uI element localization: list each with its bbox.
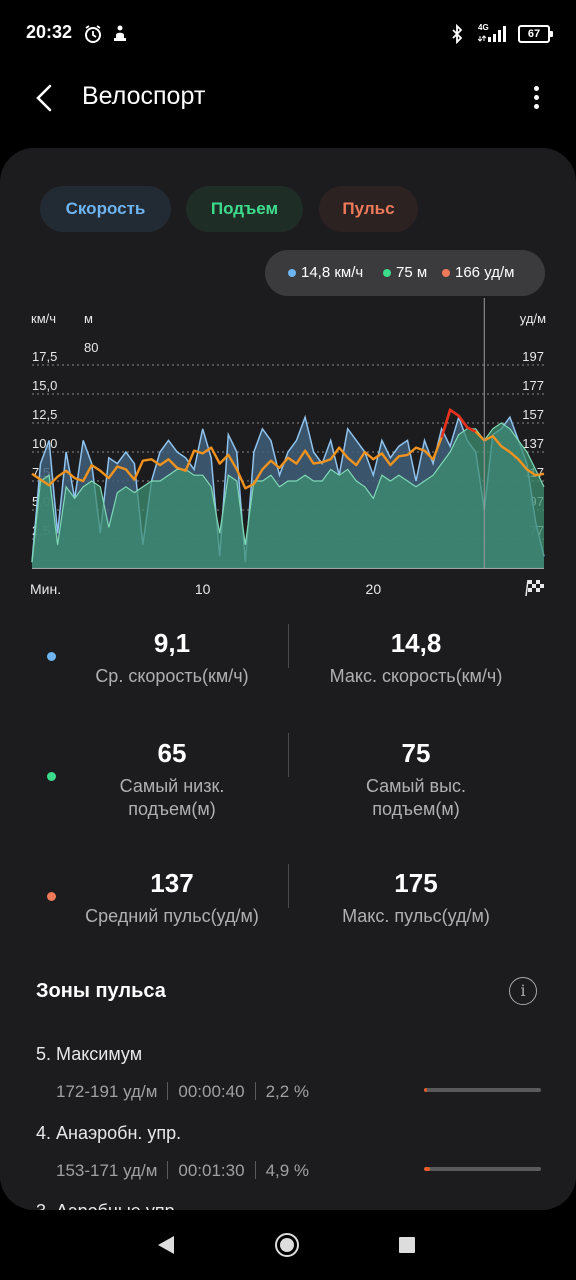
elevation-dot — [383, 269, 391, 278]
chip-heart-rate[interactable]: Пульс — [319, 186, 418, 232]
x-tick-label: Мин. — [30, 581, 61, 597]
tooltip-speed: 14,8 км/ч — [301, 264, 364, 281]
max-speed-value: 14,8 — [390, 628, 442, 658]
elevation-tick: 80 — [84, 340, 99, 355]
workout-chart[interactable]: км/ч м уд/м 80 17,5 197 15,0 177 12,5 157 10,0… — [0, 298, 576, 608]
zone-4-name: 4. Анаэробн. упр. — [36, 1123, 182, 1143]
chart-tooltip: 14,8 км/ч 75 м 166 уд/м — [265, 250, 545, 296]
max-elevation-label: Самый выс. подъем(м) — [365, 776, 467, 819]
info-icon[interactable]: i — [509, 977, 537, 1005]
hr-zones-title: Зоны пульса — [36, 980, 166, 1002]
system-nav-bar — [0, 1210, 576, 1280]
flag-cell — [540, 588, 544, 592]
flag-cell — [528, 588, 532, 592]
zone-5-fill — [424, 1088, 427, 1092]
finish-flag-icon — [525, 579, 544, 597]
hr-dot — [442, 269, 450, 278]
fitness-app-icon — [114, 25, 126, 41]
chart-plot: 17,519715,017712,515710,01377,51175,0972… — [30, 298, 545, 597]
workout-details-card: Скорость Подъем Пульс 14,8 км/ч 75 м 166… — [0, 148, 576, 1210]
avg-hr-label: Средний пульс(уд/м) — [85, 906, 259, 926]
signal-icon — [478, 26, 506, 42]
max-elevation-value: 75 — [401, 738, 431, 768]
tooltip-hr-item: 166 уд/м — [442, 264, 514, 281]
flag-pole — [525, 579, 529, 597]
divider — [288, 733, 289, 777]
zone-5-details: 172-191 уд/м 00:00:40 2,2 % — [56, 1082, 310, 1101]
elevation-area — [32, 423, 544, 568]
hr-unit-label: уд/м — [519, 311, 546, 326]
hr-tick-label: 177 — [522, 378, 544, 393]
zone-4-fill — [424, 1167, 430, 1171]
flag-cell — [536, 588, 540, 592]
divider — [288, 864, 289, 908]
max-hr-value: 175 — [394, 868, 438, 898]
nav-recents-icon[interactable] — [399, 1237, 415, 1253]
network-type: 4G — [478, 23, 489, 32]
x-tick-label: 20 — [366, 581, 382, 597]
status-time: 20:32 — [26, 22, 73, 42]
zone-5-progress — [424, 1088, 541, 1092]
avg-speed-value: 9,1 — [153, 628, 191, 658]
flag-cell — [540, 584, 544, 588]
speed-tick-label: 12,5 — [32, 407, 57, 422]
speed-dot — [288, 269, 296, 278]
max-hr-stat: 175 Макс. пульс(уд/м) — [286, 868, 546, 928]
flag-cell — [528, 580, 532, 584]
max-hr-label: Макс. пульс(уд/м) — [342, 906, 490, 926]
nav-home-icon[interactable] — [275, 1233, 299, 1257]
app-bar: Велоспорт — [0, 68, 576, 128]
divider — [288, 624, 289, 668]
nav-back-icon[interactable] — [158, 1236, 174, 1254]
avg-hr-stat: 137 Средний пульс(уд/м) — [42, 868, 302, 928]
alarm-icon — [85, 25, 101, 43]
elevation-line — [31, 422, 545, 563]
battery-indicator: 67 — [518, 25, 553, 43]
max-speed-stat: 14,8 Макс. скорость(км/ч) — [286, 628, 546, 688]
zone-4-progress — [424, 1167, 541, 1171]
flag-cell — [528, 584, 532, 588]
max-elevation-stat: 75 Самый выс. подъем(м) — [286, 738, 546, 821]
tooltip-elevation-item: 75 м — [383, 264, 427, 281]
bluetooth-icon — [452, 24, 463, 44]
avg-hr-value: 137 — [150, 868, 194, 898]
zone-3-name: 3. Аэробные упр. — [36, 1201, 180, 1210]
hr-tick-label: 197 — [522, 349, 544, 364]
chip-speed[interactable]: Скорость — [40, 186, 171, 232]
heart-rate-peak-line — [440, 407, 477, 438]
avg-speed-stat: 9,1 Ср. скорость(км/ч) — [42, 628, 302, 688]
tooltip-elevation: 75 м — [396, 264, 428, 281]
chip-elevation[interactable]: Подъем — [186, 186, 303, 232]
hr-tick-label: 137 — [522, 436, 544, 451]
elevation-dot — [47, 772, 56, 781]
zone-4-details: 153-171 уд/м 00:01:30 4,9 % — [56, 1161, 310, 1180]
flag-cell — [540, 580, 544, 584]
elevation-unit-label: м — [84, 311, 93, 326]
tooltip-heart-rate: 166 уд/м — [455, 264, 515, 281]
hr-tick-label: 157 — [522, 407, 544, 422]
min-elevation-label: Самый низк. подъем(м) — [119, 776, 225, 819]
back-arrow-icon[interactable] — [30, 78, 60, 118]
speed-tick-label: 10,0 — [32, 436, 57, 451]
speed-tick-label: 17,5 — [32, 349, 57, 364]
flag-cell — [536, 580, 540, 584]
page-title: Велоспорт — [82, 82, 206, 110]
flag-cell — [532, 580, 536, 584]
status-bar: 20:32 4G 67 — [0, 0, 576, 68]
zone-5-name: 5. Максимум — [36, 1044, 143, 1064]
min-elevation-value: 65 — [157, 738, 187, 768]
flag-cell — [536, 584, 540, 588]
more-options-icon[interactable] — [526, 82, 546, 114]
avg-speed-label: Ср. скорость(км/ч) — [95, 666, 249, 686]
hr-dot — [47, 892, 56, 901]
flag-cell — [532, 584, 536, 588]
x-tick-label: 10 — [195, 581, 211, 597]
min-elevation-stat: 65 Самый низк. подъем(м) — [42, 738, 302, 821]
max-speed-label: Макс. скорость(км/ч) — [329, 666, 503, 686]
speed-dot — [47, 652, 56, 661]
speed-tick-label: 15,0 — [32, 378, 57, 393]
speed-unit-label: км/ч — [31, 311, 57, 326]
tooltip-speed-item: 14,8 км/ч — [288, 264, 363, 281]
flag-cell — [532, 588, 536, 592]
